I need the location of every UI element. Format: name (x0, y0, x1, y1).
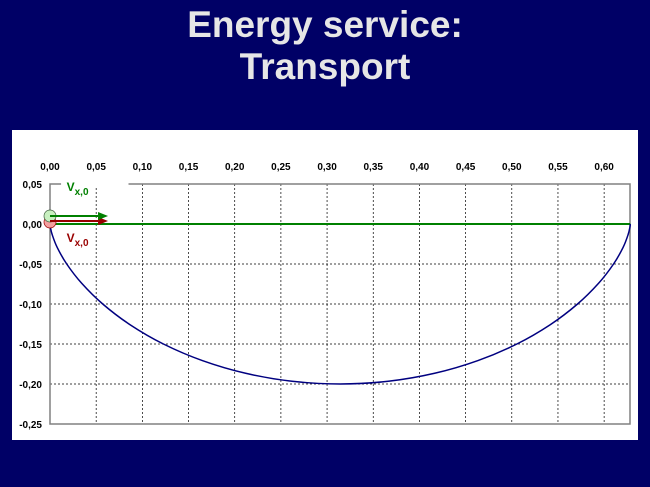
grid (50, 184, 630, 424)
plot-frame (49, 183, 631, 425)
y-tick-label: 0,05 (23, 180, 43, 191)
x-tick-labels: 0,00 0,05 0,10 0,15 0,20 0,25 0,30 0,35 0,40 0,45… (40, 162, 614, 173)
x-tick-label: 0,30 (317, 162, 337, 173)
y-tick-label: -0,10 (19, 300, 42, 311)
velocity-label-red: Vx,0 (67, 231, 89, 249)
x-tick-label: 0,05 (86, 162, 106, 173)
trajectory-chart: 0,00 0,05 0,10 0,15 0,20 0,25 0,30 0,35 0,40 0,45… (19, 162, 632, 431)
x-tick-label: 0,00 (40, 162, 60, 173)
y-tick-label: -0,05 (19, 260, 42, 271)
x-tick-label: 0,50 (502, 162, 522, 173)
chart-panel: 0,00 0,05 0,10 0,15 0,20 0,25 0,30 0,35 0,40 0,45… (12, 130, 638, 440)
trajectory-curve (49, 223, 632, 385)
x-tick-label: 0,60 (594, 162, 614, 173)
title-line-2: Transport (239, 46, 411, 87)
green-arrowhead-icon (98, 212, 109, 220)
x-tick-label: 0,25 (271, 162, 291, 173)
y-tick-label: 0,00 (23, 220, 43, 231)
x-tick-label: 0,15 (179, 162, 199, 173)
y-tick-label: -0,20 (19, 380, 42, 391)
x-tick-label: 0,40 (410, 162, 430, 173)
x-tick-label: 0,20 (225, 162, 245, 173)
y-tick-label: -0,25 (19, 420, 42, 431)
y-tick-label: -0,15 (19, 340, 42, 351)
slide-title: Energy service: Transport (0, 4, 650, 88)
velocity-markers (43, 209, 109, 229)
label-background (61, 181, 129, 187)
y-tick-labels: 0,05 0,00 -0,05 -0,10 -0,15 -0,20 -0,25 (19, 180, 42, 431)
x-tick-label: 0,35 (364, 162, 384, 173)
series (49, 223, 632, 385)
title-line-1: Energy service: (187, 4, 463, 45)
x-tick-label: 0,10 (133, 162, 153, 173)
x-tick-label: 0,45 (456, 162, 476, 173)
velocity-label-green: Vx,0 (67, 180, 89, 198)
x-tick-label: 0,55 (548, 162, 568, 173)
